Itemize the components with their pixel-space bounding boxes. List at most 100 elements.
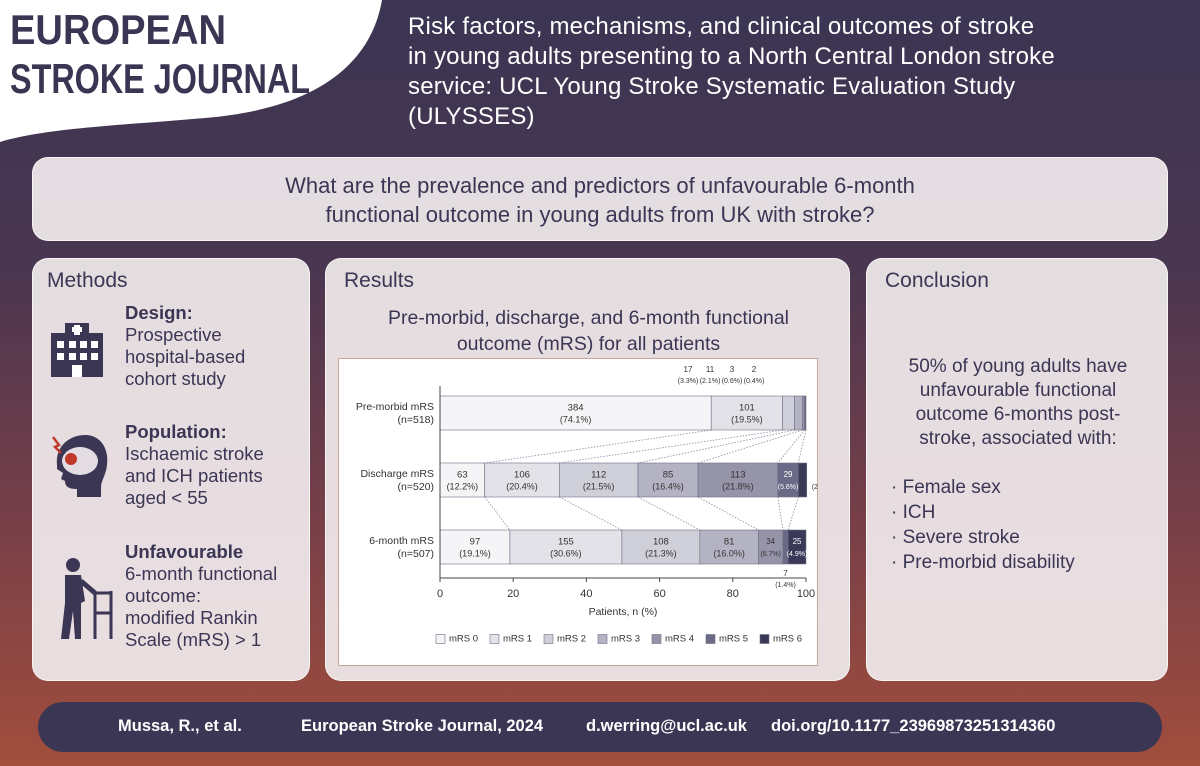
data-label: (3.3%) bbox=[678, 378, 699, 385]
category-label: Pre-morbid mRS bbox=[356, 401, 434, 413]
legend-swatch bbox=[435, 634, 446, 644]
logo-backdrop bbox=[0, 0, 382, 142]
question-line: functional outcome in young adults from … bbox=[325, 202, 875, 227]
data-label: (21.3%) bbox=[645, 548, 677, 558]
x-axis-label: Patients, n (%) bbox=[589, 606, 658, 618]
data-label-count: 81 bbox=[724, 537, 735, 548]
legend-label: mRS 6 bbox=[773, 634, 802, 645]
data-label-count: 113 bbox=[730, 470, 745, 481]
legend-label: mRS 5 bbox=[719, 634, 748, 645]
bar-segment bbox=[782, 395, 795, 431]
title-line: in young adults presenting to a North Ce… bbox=[408, 43, 1055, 70]
data-label: (1.4%) bbox=[775, 582, 796, 589]
conclusion-text: 50% of young adults have unfavourable fu… bbox=[867, 355, 1169, 451]
line: 6-month functional bbox=[125, 563, 278, 584]
data-label: (5.6%) bbox=[778, 484, 799, 491]
bar-segment bbox=[802, 395, 805, 431]
legend-swatch bbox=[543, 634, 554, 644]
line: stroke, associated with: bbox=[919, 428, 1117, 449]
bar-segment bbox=[777, 462, 799, 498]
bar-segment bbox=[798, 462, 808, 498]
data-label-count: 3 bbox=[730, 365, 735, 374]
legend-label: mRS 0 bbox=[449, 634, 478, 645]
bar-segment bbox=[699, 529, 759, 565]
line: Ischaemic stroke bbox=[125, 443, 264, 464]
question-line: What are the prevalence and predictors o… bbox=[285, 173, 915, 198]
data-label-count: 155 bbox=[558, 537, 574, 548]
data-label: (12.2%) bbox=[447, 481, 479, 491]
connector bbox=[777, 496, 784, 531]
data-label: (2.1%) bbox=[700, 378, 721, 385]
bar-segment bbox=[439, 529, 511, 565]
title-line: (ULYSSES) bbox=[408, 103, 535, 130]
category-note: (n=507) bbox=[398, 548, 434, 560]
chart-title: Pre-morbid, discharge, and 6-month funct… bbox=[326, 305, 851, 357]
logo-line: STROKE JOURNAL bbox=[10, 55, 310, 102]
connector bbox=[484, 496, 511, 531]
connector bbox=[777, 429, 805, 464]
legend-swatch bbox=[705, 634, 716, 644]
bar-segment bbox=[439, 395, 712, 431]
bar-segment bbox=[710, 395, 783, 431]
bullet: · Severe stroke bbox=[891, 527, 1020, 548]
population: Population: Ischaemic stroke and ICH pat… bbox=[125, 421, 264, 509]
bullet: · ICH bbox=[891, 502, 936, 523]
bar-segment bbox=[637, 462, 699, 498]
data-label-count: 384 bbox=[568, 403, 584, 414]
data-label: (74.1%) bbox=[560, 414, 592, 424]
data-label-count: 25 bbox=[793, 537, 802, 546]
connector bbox=[637, 429, 795, 464]
data-label-count: 106 bbox=[514, 470, 530, 481]
logo-line: EUROPEAN bbox=[10, 6, 226, 53]
data-label: (6.7%) bbox=[760, 551, 781, 558]
bar-segment bbox=[794, 395, 803, 431]
x-tick-label: 20 bbox=[507, 588, 519, 600]
legend-swatch bbox=[489, 634, 500, 644]
chart-title-line: Pre-morbid, discharge, and 6-month funct… bbox=[387, 307, 790, 329]
line: outcome 6-months post- bbox=[915, 404, 1121, 425]
category-label: Discharge mRS bbox=[360, 468, 434, 480]
line: hospital-based bbox=[125, 346, 246, 367]
chart: Pre-morbid mRS(n=518) 384(74.1%) 101(19.5%… bbox=[338, 358, 818, 666]
head-icon bbox=[52, 435, 108, 497]
line: aged < 55 bbox=[125, 487, 208, 508]
bar-segment bbox=[484, 462, 560, 498]
line: outcome: bbox=[125, 585, 202, 606]
heading: Conclusion bbox=[885, 269, 989, 292]
title-line: service: UCL Young Stroke Systematic Eva… bbox=[408, 73, 1016, 100]
legend-swatch bbox=[759, 634, 770, 644]
data-label: (19.1%) bbox=[459, 548, 491, 558]
label: Population: bbox=[125, 421, 227, 442]
data-label-count: 63 bbox=[457, 470, 468, 481]
x-tick-label: 0 bbox=[437, 588, 443, 600]
data-label: (2.3%) bbox=[812, 484, 818, 491]
methods-panel: Methods Design: Prospective hospital-bas… bbox=[32, 258, 310, 681]
hospital-icon bbox=[51, 323, 103, 377]
category-note: (n=518) bbox=[398, 414, 434, 426]
data-label: (21.5%) bbox=[583, 481, 615, 491]
line: 50% of young adults have bbox=[908, 356, 1128, 377]
data-label: (0.6%) bbox=[722, 378, 743, 385]
legend-label: mRS 1 bbox=[503, 634, 532, 645]
line: cohort study bbox=[125, 368, 226, 389]
design: Design: Prospective hospital-based cohor… bbox=[125, 302, 245, 390]
bar-segment bbox=[697, 462, 779, 498]
bar-segment bbox=[804, 395, 807, 431]
data-label: (16.4%) bbox=[652, 481, 684, 491]
footer: Mussa, R., et al. European Stroke Journa… bbox=[38, 702, 1162, 752]
walker-icon bbox=[61, 558, 113, 639]
connector bbox=[697, 496, 759, 531]
data-label-count: 108 bbox=[653, 537, 669, 548]
data-label-count: 97 bbox=[470, 537, 481, 548]
data-label: (21.8%) bbox=[722, 481, 754, 491]
bullet: · Female sex bbox=[891, 477, 1001, 498]
data-label-count: 17 bbox=[684, 365, 693, 374]
email: d.werring@ucl.ac.uk bbox=[586, 717, 747, 735]
bar-segment bbox=[621, 529, 701, 565]
data-label-count: 2 bbox=[752, 365, 757, 374]
data-label-count: 112 bbox=[591, 470, 606, 481]
bullet: · Pre-morbid disability bbox=[891, 552, 1075, 573]
category-note: (n=520) bbox=[398, 481, 434, 493]
bullets: · Female sex · ICH · Severe stroke · Pre… bbox=[891, 475, 1075, 575]
label: Unfavourable bbox=[125, 541, 244, 562]
